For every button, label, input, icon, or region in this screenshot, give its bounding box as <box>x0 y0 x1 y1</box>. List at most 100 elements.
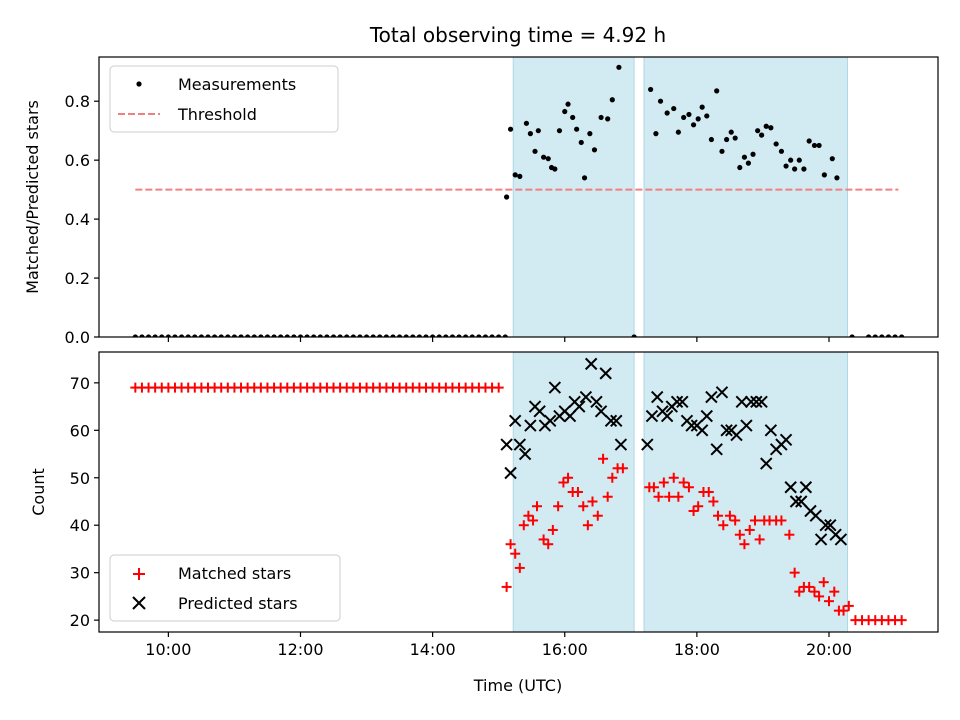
measurement-point-22 <box>605 116 611 122</box>
predicted-point-22 <box>610 414 623 428</box>
bottom-shaded-interval-1 <box>643 352 848 632</box>
predicted-point-60 <box>819 519 832 532</box>
measurement-zero-point-16 <box>238 334 244 337</box>
matched-point-4 <box>518 520 529 531</box>
measurement-zero-point-22 <box>278 334 284 337</box>
top-axes-frame <box>98 56 939 338</box>
predicted-point-39 <box>715 386 729 399</box>
measurement-zero-point-7 <box>178 334 185 337</box>
matched-point-52 <box>784 529 795 540</box>
predicted-point-24 <box>641 438 654 451</box>
measurement-point-51 <box>773 141 779 147</box>
matched-point-0 <box>501 581 512 592</box>
matched-point-9 <box>543 539 554 550</box>
measurement-zero-point-12 <box>212 334 218 337</box>
measurement-point-34 <box>695 116 701 122</box>
measurement-zero-point-36 <box>370 334 376 337</box>
predicted-point-47 <box>755 395 768 409</box>
measurement-point-23 <box>609 97 615 103</box>
measurement-zero-point-58 <box>849 334 855 337</box>
matched-point-24 <box>617 463 628 474</box>
predicted-point-54 <box>789 495 803 508</box>
predicted-point-17 <box>584 357 598 371</box>
measurement-zero-point-53 <box>482 334 489 337</box>
matched-point-44 <box>739 539 750 550</box>
measurement-point-6 <box>532 148 538 154</box>
measurement-point-43 <box>737 164 743 171</box>
matched-point-2 <box>510 548 521 559</box>
measurement-zero-point-5 <box>165 334 171 337</box>
predicted-point-26 <box>651 390 664 404</box>
measurement-zero-point-50 <box>463 334 469 337</box>
measurement-zero-point-10 <box>198 334 204 337</box>
matched-point-59 <box>818 577 829 588</box>
measurement-zero-point-52 <box>476 334 482 337</box>
matched-point-64 <box>843 600 854 611</box>
predicted-point-56 <box>799 481 813 494</box>
predicted-point-7 <box>533 405 546 418</box>
bottom-y-tick-label-4: 60 <box>70 421 90 440</box>
matched-point-13 <box>563 472 574 483</box>
measurement-zero-point-56 <box>502 334 508 337</box>
measurement-zero-point-62 <box>885 334 892 337</box>
predicted-point-0 <box>500 438 513 451</box>
bottom-legend: Matched stars Predicted stars <box>109 554 341 622</box>
measurement-point-15 <box>570 114 576 121</box>
measurement-zero-point-18 <box>251 334 257 337</box>
matched-point-30 <box>668 472 679 483</box>
measurement-point-16 <box>574 126 580 132</box>
measurement-point-62 <box>829 156 835 162</box>
measurement-point-27 <box>657 98 664 104</box>
measurement-zero-point-55 <box>496 334 502 337</box>
measurement-zero-point-6 <box>172 334 178 337</box>
measurement-point-33 <box>690 122 697 128</box>
measurement-point-5 <box>527 131 533 137</box>
measurement-zero-point-43 <box>416 334 423 337</box>
measurement-zero-point-61 <box>879 334 885 337</box>
predicted-point-30 <box>670 395 684 409</box>
matched-point-32 <box>678 477 689 488</box>
predicted-point-53 <box>784 481 797 494</box>
measurement-zero-point-28 <box>317 334 323 337</box>
measurement-zero-point-33 <box>350 334 356 337</box>
measurement-zero-point-32 <box>344 334 350 337</box>
matched-point-5 <box>523 510 534 521</box>
predicted-point-16 <box>579 390 593 404</box>
matched-tail-point-7 <box>896 615 907 626</box>
measurement-zero-point-1 <box>139 334 145 337</box>
legend-matched-marker <box>133 568 145 580</box>
measurement-zero-point-14 <box>225 334 231 337</box>
bottom-panel: 20 30 40 50 60 70 10:00 12:00 14:00 16:00 18:00 20… <box>29 351 939 695</box>
measurement-point-58 <box>806 138 812 144</box>
predicted-point-3 <box>513 438 527 451</box>
matched-point-35 <box>693 501 704 512</box>
predicted-point-2 <box>508 414 522 428</box>
measurement-zero-point-17 <box>245 334 251 337</box>
matched-point-15 <box>572 487 583 497</box>
measurement-point-37 <box>708 136 715 143</box>
measurement-zero-point-39 <box>390 334 396 337</box>
predicted-point-15 <box>573 400 586 413</box>
matched-point-10 <box>547 524 558 535</box>
matched-point-54 <box>794 586 805 597</box>
matched-point-8 <box>538 534 549 545</box>
top-y-tick-label-3: 0.6 <box>65 151 90 170</box>
measurement-zero-point-60 <box>872 334 878 337</box>
measurement-point-25 <box>648 86 654 93</box>
legend-predicted-marker <box>132 596 146 610</box>
matched-point-31 <box>673 491 684 502</box>
measurement-point-30 <box>675 129 681 135</box>
matched-point-7 <box>531 501 542 512</box>
predicted-point-44 <box>740 419 753 432</box>
top-shaded-interval-0 <box>512 57 635 337</box>
predicted-point-49 <box>764 424 778 437</box>
matched-point-51 <box>776 515 787 526</box>
measurement-zero-point-63 <box>892 334 898 337</box>
matched-point-6 <box>528 515 539 526</box>
measurement-zero-point-29 <box>324 334 330 337</box>
measurement-point-0 <box>504 194 510 200</box>
x-tick-label-3: 16:00 <box>542 640 588 659</box>
x-tick-label-4: 18:00 <box>674 640 720 659</box>
predicted-point-58 <box>809 509 822 522</box>
predicted-point-48 <box>760 457 773 470</box>
